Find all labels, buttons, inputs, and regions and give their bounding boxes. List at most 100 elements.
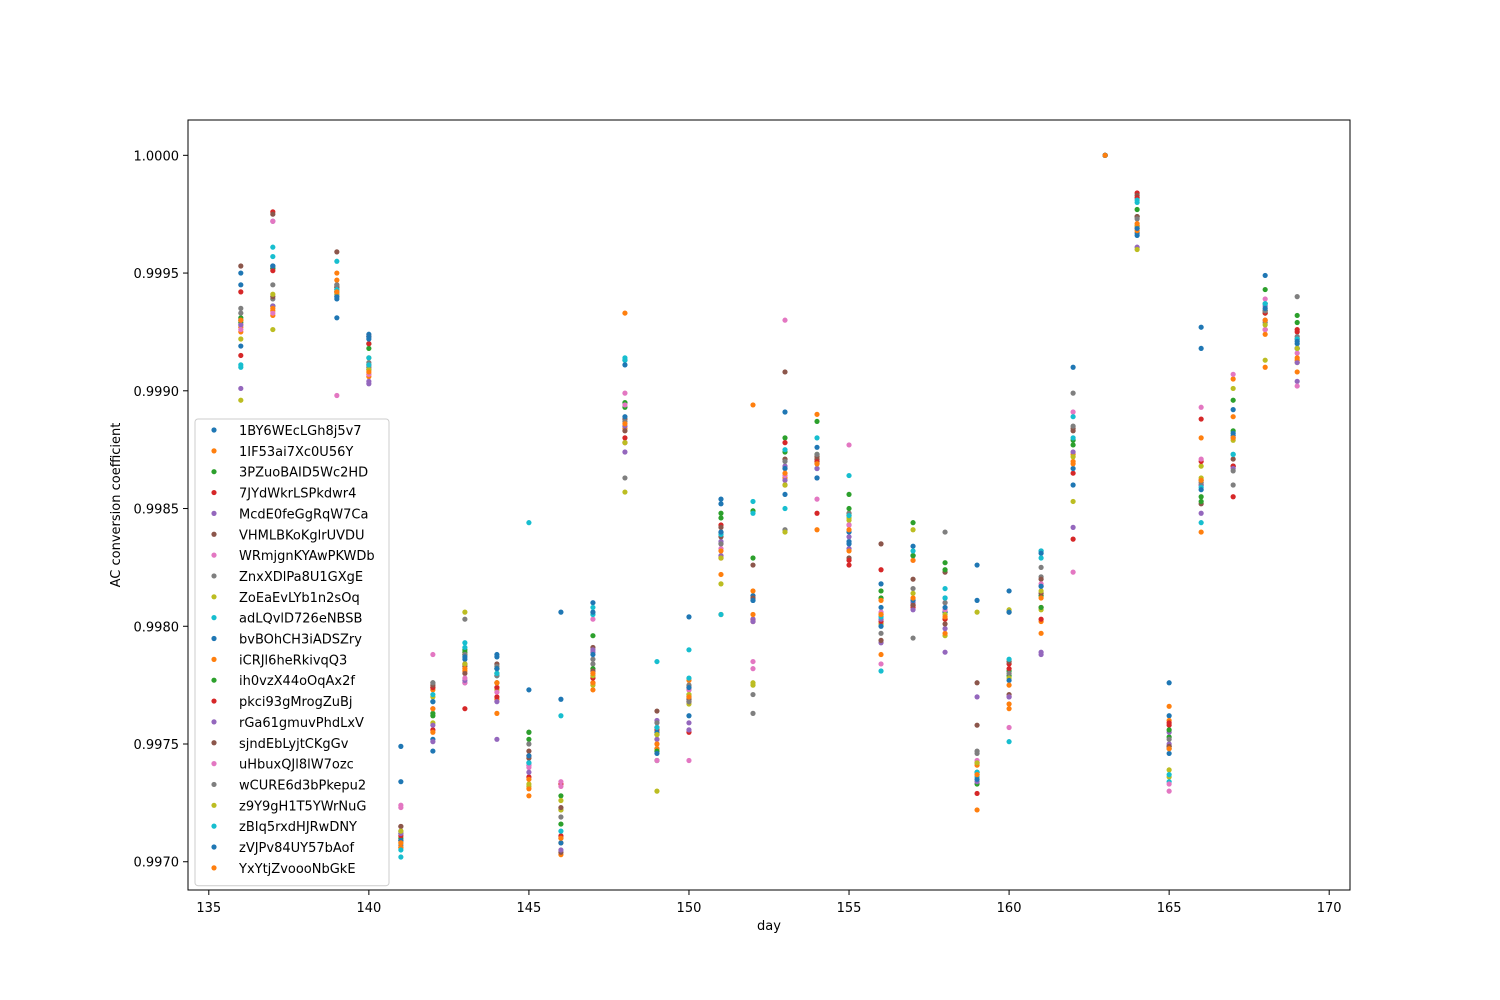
data-point <box>974 790 980 797</box>
data-point <box>1198 477 1204 483</box>
data-point <box>782 317 788 323</box>
x-tick-label: 140 <box>356 901 381 916</box>
data-point <box>1038 576 1044 582</box>
data-point <box>1262 317 1268 323</box>
data-point <box>1006 666 1012 672</box>
data-point <box>910 548 916 554</box>
data-point <box>270 282 276 288</box>
data-point <box>878 630 884 636</box>
data-point <box>526 776 532 782</box>
data-point <box>910 543 916 549</box>
data-point <box>398 743 404 749</box>
data-point <box>1134 225 1140 231</box>
x-axis-label: day <box>757 919 781 934</box>
data-point <box>1134 246 1140 253</box>
data-point <box>686 694 692 700</box>
legend-marker <box>211 489 217 496</box>
data-point <box>1038 616 1044 622</box>
data-point <box>334 277 340 283</box>
data-point <box>750 510 756 516</box>
data-point <box>942 560 948 566</box>
data-point <box>718 501 724 507</box>
data-point <box>622 435 628 441</box>
data-point <box>974 776 980 782</box>
data-point <box>782 447 788 453</box>
data-point <box>910 576 916 582</box>
data-point <box>622 310 628 316</box>
data-point <box>942 595 948 601</box>
data-point <box>814 496 820 502</box>
data-point <box>686 713 692 719</box>
data-point <box>494 680 500 686</box>
data-point <box>686 720 692 726</box>
data-point <box>750 666 756 672</box>
data-point <box>1198 416 1204 422</box>
data-point <box>846 541 852 547</box>
data-point <box>1230 456 1236 462</box>
data-point <box>846 534 852 540</box>
data-point <box>910 527 916 533</box>
data-point <box>654 731 660 738</box>
data-point <box>1230 407 1236 413</box>
data-point <box>462 670 468 676</box>
data-point <box>430 739 436 745</box>
data-point <box>558 804 564 811</box>
data-point <box>1166 703 1172 709</box>
data-point <box>558 713 564 719</box>
data-point <box>718 548 724 554</box>
plot-frame <box>187 119 1351 891</box>
legend-label: uHbuxQJl8lW7ozc <box>239 758 354 773</box>
x-tick-label: 145 <box>517 901 542 916</box>
legend-marker <box>211 573 217 579</box>
legend-marker <box>211 594 217 600</box>
data-point <box>750 597 756 603</box>
data-point <box>494 699 500 705</box>
data-point <box>1198 404 1204 410</box>
data-point <box>782 409 788 415</box>
data-point <box>1166 781 1172 787</box>
data-point <box>558 696 564 702</box>
data-point <box>558 609 564 615</box>
data-point <box>1294 319 1300 326</box>
legend-label: ZnxXDlPa8U1GXgE <box>239 570 363 585</box>
data-point <box>686 675 692 681</box>
legend-label: McdE0feGgRqW7Ca <box>239 507 368 522</box>
data-point <box>750 680 756 686</box>
data-point <box>1262 364 1268 370</box>
data-point <box>1070 524 1076 530</box>
legend-label: wCURE6d3bPkepu2 <box>239 778 366 793</box>
data-point <box>526 520 532 526</box>
data-point <box>334 249 340 255</box>
data-point <box>398 823 404 830</box>
data-point <box>910 595 916 601</box>
data-point <box>814 444 820 450</box>
data-point <box>622 414 628 420</box>
legend-label: zBIq5rxdHJRwDNY <box>239 820 357 835</box>
data-point <box>1198 498 1204 505</box>
data-point <box>622 428 628 434</box>
legend: 1BY6WEcLGh8j5v7 1IF53ai7Xc0U56Y 3PZuoBAID5… <box>194 418 390 887</box>
data-point <box>430 729 436 735</box>
data-point <box>814 411 820 417</box>
data-point <box>462 654 468 660</box>
data-point <box>366 369 372 375</box>
data-point <box>270 268 276 274</box>
y-tick-label: 0.9985 <box>134 503 180 518</box>
data-point <box>814 461 820 467</box>
data-point <box>622 402 628 408</box>
data-point <box>686 727 692 733</box>
data-point <box>654 720 660 726</box>
data-point <box>974 609 980 615</box>
data-point <box>686 614 692 620</box>
data-point <box>558 814 564 820</box>
data-point <box>1294 378 1300 384</box>
data-point <box>1294 350 1300 356</box>
data-point <box>462 616 468 622</box>
y-axis-label: AC conversion coefficient <box>109 423 124 588</box>
data-point <box>718 510 724 516</box>
y-tick-label: 0.9990 <box>134 385 180 400</box>
data-point <box>942 604 948 611</box>
data-point <box>846 557 852 563</box>
data-point <box>750 658 756 665</box>
data-point <box>1230 397 1236 403</box>
